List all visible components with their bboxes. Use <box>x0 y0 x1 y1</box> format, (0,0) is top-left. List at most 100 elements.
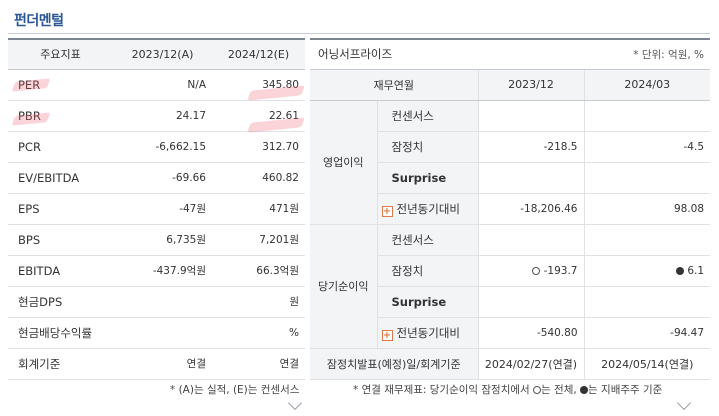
chevron-down-icon[interactable] <box>676 395 692 411</box>
row-label: 회계기준 <box>8 348 113 380</box>
header-2023-12: 2023/12 <box>477 69 584 101</box>
plus-icon[interactable]: + <box>381 205 393 217</box>
group-operating-profit: 영업이익 <box>310 100 378 225</box>
earnings-surprise-table: 어닝서프라이즈 * 단위: 억원, % 재무연월 2023/12 2024/03… <box>310 38 711 380</box>
chevron-down-icon[interactable] <box>287 395 303 411</box>
row-label: EV/EBITDA <box>8 162 113 194</box>
fundamentals-table: 주요지표 2023/12(A) 2024/12(E) PER N/A 345.80 … <box>8 38 305 380</box>
row-estimate: 7,201원 <box>212 224 305 256</box>
header-period: 재무연월 <box>310 69 478 101</box>
table-row: + 전년동기대비 -18,206.46 98.08 <box>310 193 711 225</box>
table-row: 잠정치 -218.5 -4.5 <box>310 131 711 163</box>
table-row: 회계기준 연결 연결 <box>8 348 305 380</box>
row-estimate: 471원 <box>212 193 305 225</box>
row-label: 잠정치 <box>377 131 478 163</box>
table-row: EV/EBITDA -69.66 460.82 <box>8 162 305 194</box>
page-title: 펀더멘털 <box>14 13 64 29</box>
row-label: 컨센서스 <box>376 100 478 132</box>
header-actual: 2023/12(A) <box>113 39 212 70</box>
row-actual <box>113 317 212 349</box>
row-actual: 6,735원 <box>113 224 212 256</box>
earnings-note: * 연결 재무제표: 당기순이익 잠정치에서 는 전체, 는 지배주주 기준 <box>353 382 662 397</box>
row-value-1 <box>477 286 584 318</box>
table-row: Surprise <box>310 286 711 318</box>
row-value-2: -94.47 <box>583 317 711 349</box>
row-estimate: 460.82 <box>212 162 305 194</box>
group-net-income: 당기순이익 <box>310 224 378 349</box>
row-label: PBR <box>8 100 113 132</box>
open-circle-icon <box>533 386 542 394</box>
row-actual: -437.9억원 <box>113 255 212 287</box>
row-value-2 <box>583 100 711 132</box>
row-label: EBITDA <box>8 255 113 287</box>
row-label: PCR <box>8 131 113 163</box>
table-row: 영업이익 컨센서스 <box>310 100 711 225</box>
row-estimate: 345.80 <box>212 69 305 101</box>
row-actual: 24.17 <box>113 100 212 132</box>
earnings-header-row: 재무연월 2023/12 2024/03 <box>310 69 711 101</box>
announce-date-2: 2024/05/14(연결) <box>583 348 711 380</box>
row-estimate: 312.70 <box>212 131 305 163</box>
value-text: -193.7 <box>543 264 578 277</box>
announce-date-label: 잠정치발표(예정)일/회계기준 <box>310 348 478 380</box>
row-label: 전년동기대비 <box>396 325 460 340</box>
table-row: 현금DPS 원 <box>8 286 305 318</box>
yoy-row-toggle[interactable]: + 전년동기대비 <box>377 193 478 225</box>
yoy-row-toggle[interactable]: + 전년동기대비 <box>377 317 478 349</box>
announce-date-1: 2024/02/27(연결) <box>477 348 584 380</box>
row-value-1: -218.5 <box>477 131 584 163</box>
row-label: 전년동기대비 <box>396 201 460 216</box>
row-label: EPS <box>8 193 113 225</box>
row-value-1: -540.80 <box>477 317 584 349</box>
row-value-2: -4.5 <box>583 131 711 163</box>
earnings-title-row: 어닝서프라이즈 * 단위: 억원, % <box>310 39 711 70</box>
row-value-2: 6.1 <box>583 255 711 287</box>
row-value-2 <box>583 162 711 194</box>
header-estimate: 2024/12(E) <box>212 39 305 70</box>
row-value-1 <box>477 100 584 132</box>
row-value-1: -18,206.46 <box>477 193 584 225</box>
table-row: PCR -6,662.15 312.70 <box>8 131 305 163</box>
row-value-1 <box>477 224 584 256</box>
table-row: 현금배당수익률% <box>8 317 305 349</box>
table-row: 당기순이익 컨센서스 <box>310 224 711 349</box>
row-estimate: % <box>212 317 305 349</box>
row-value-2 <box>583 286 711 318</box>
open-circle-icon <box>532 266 541 275</box>
row-label: Surprise <box>377 162 478 194</box>
row-estimate: 원 <box>212 286 305 318</box>
value-text: 6.1 <box>687 264 705 277</box>
row-estimate: 66.3억원 <box>212 255 305 287</box>
row-actual <box>113 286 212 318</box>
fundamentals-header-row: 주요지표 2023/12(A) 2024/12(E) <box>8 39 305 70</box>
table-row: EBITDA -437.9억원 66.3억원 <box>8 255 305 287</box>
row-value-1 <box>477 162 584 194</box>
row-label: PER <box>8 69 113 101</box>
table-row: PER N/A 345.80 <box>8 69 305 101</box>
table-row: Surprise <box>310 162 711 194</box>
filled-circle-icon <box>675 266 684 275</box>
earnings-title: 어닝서프라이즈 <box>310 39 478 70</box>
row-actual: -47원 <box>113 193 212 225</box>
table-row: + 전년동기대비 -540.80 -94.47 <box>310 317 711 349</box>
row-value-2: 98.08 <box>583 193 711 225</box>
row-label: 잠정치 <box>377 255 478 287</box>
row-label: Surprise <box>377 286 478 318</box>
filled-circle-icon <box>580 386 589 394</box>
table-row: 잠정치발표(예정)일/회계기준 2024/02/27(연결) 2024/05/1… <box>310 348 711 380</box>
row-label: 현금배당수익률 <box>8 317 113 349</box>
row-actual: N/A <box>113 69 212 101</box>
unit-label: * 단위: 억원, % <box>478 39 711 70</box>
row-estimate: 22.61 <box>212 100 305 132</box>
row-estimate: 연결 <box>212 348 305 380</box>
plus-icon[interactable]: + <box>381 329 393 341</box>
table-row: PBR 24.17 22.61 <box>8 100 305 132</box>
row-value-2 <box>583 224 711 256</box>
table-row: EPS -47원 471원 <box>8 193 305 225</box>
fundamentals-note: * (A)는 실적, (E)는 컨센서스 <box>170 384 300 396</box>
row-value-1: -193.7 <box>477 255 584 287</box>
header-indicator: 주요지표 <box>8 39 113 70</box>
row-actual: -6,662.15 <box>113 131 212 163</box>
header-2024-03: 2024/03 <box>583 69 711 101</box>
row-label: BPS <box>8 224 113 256</box>
